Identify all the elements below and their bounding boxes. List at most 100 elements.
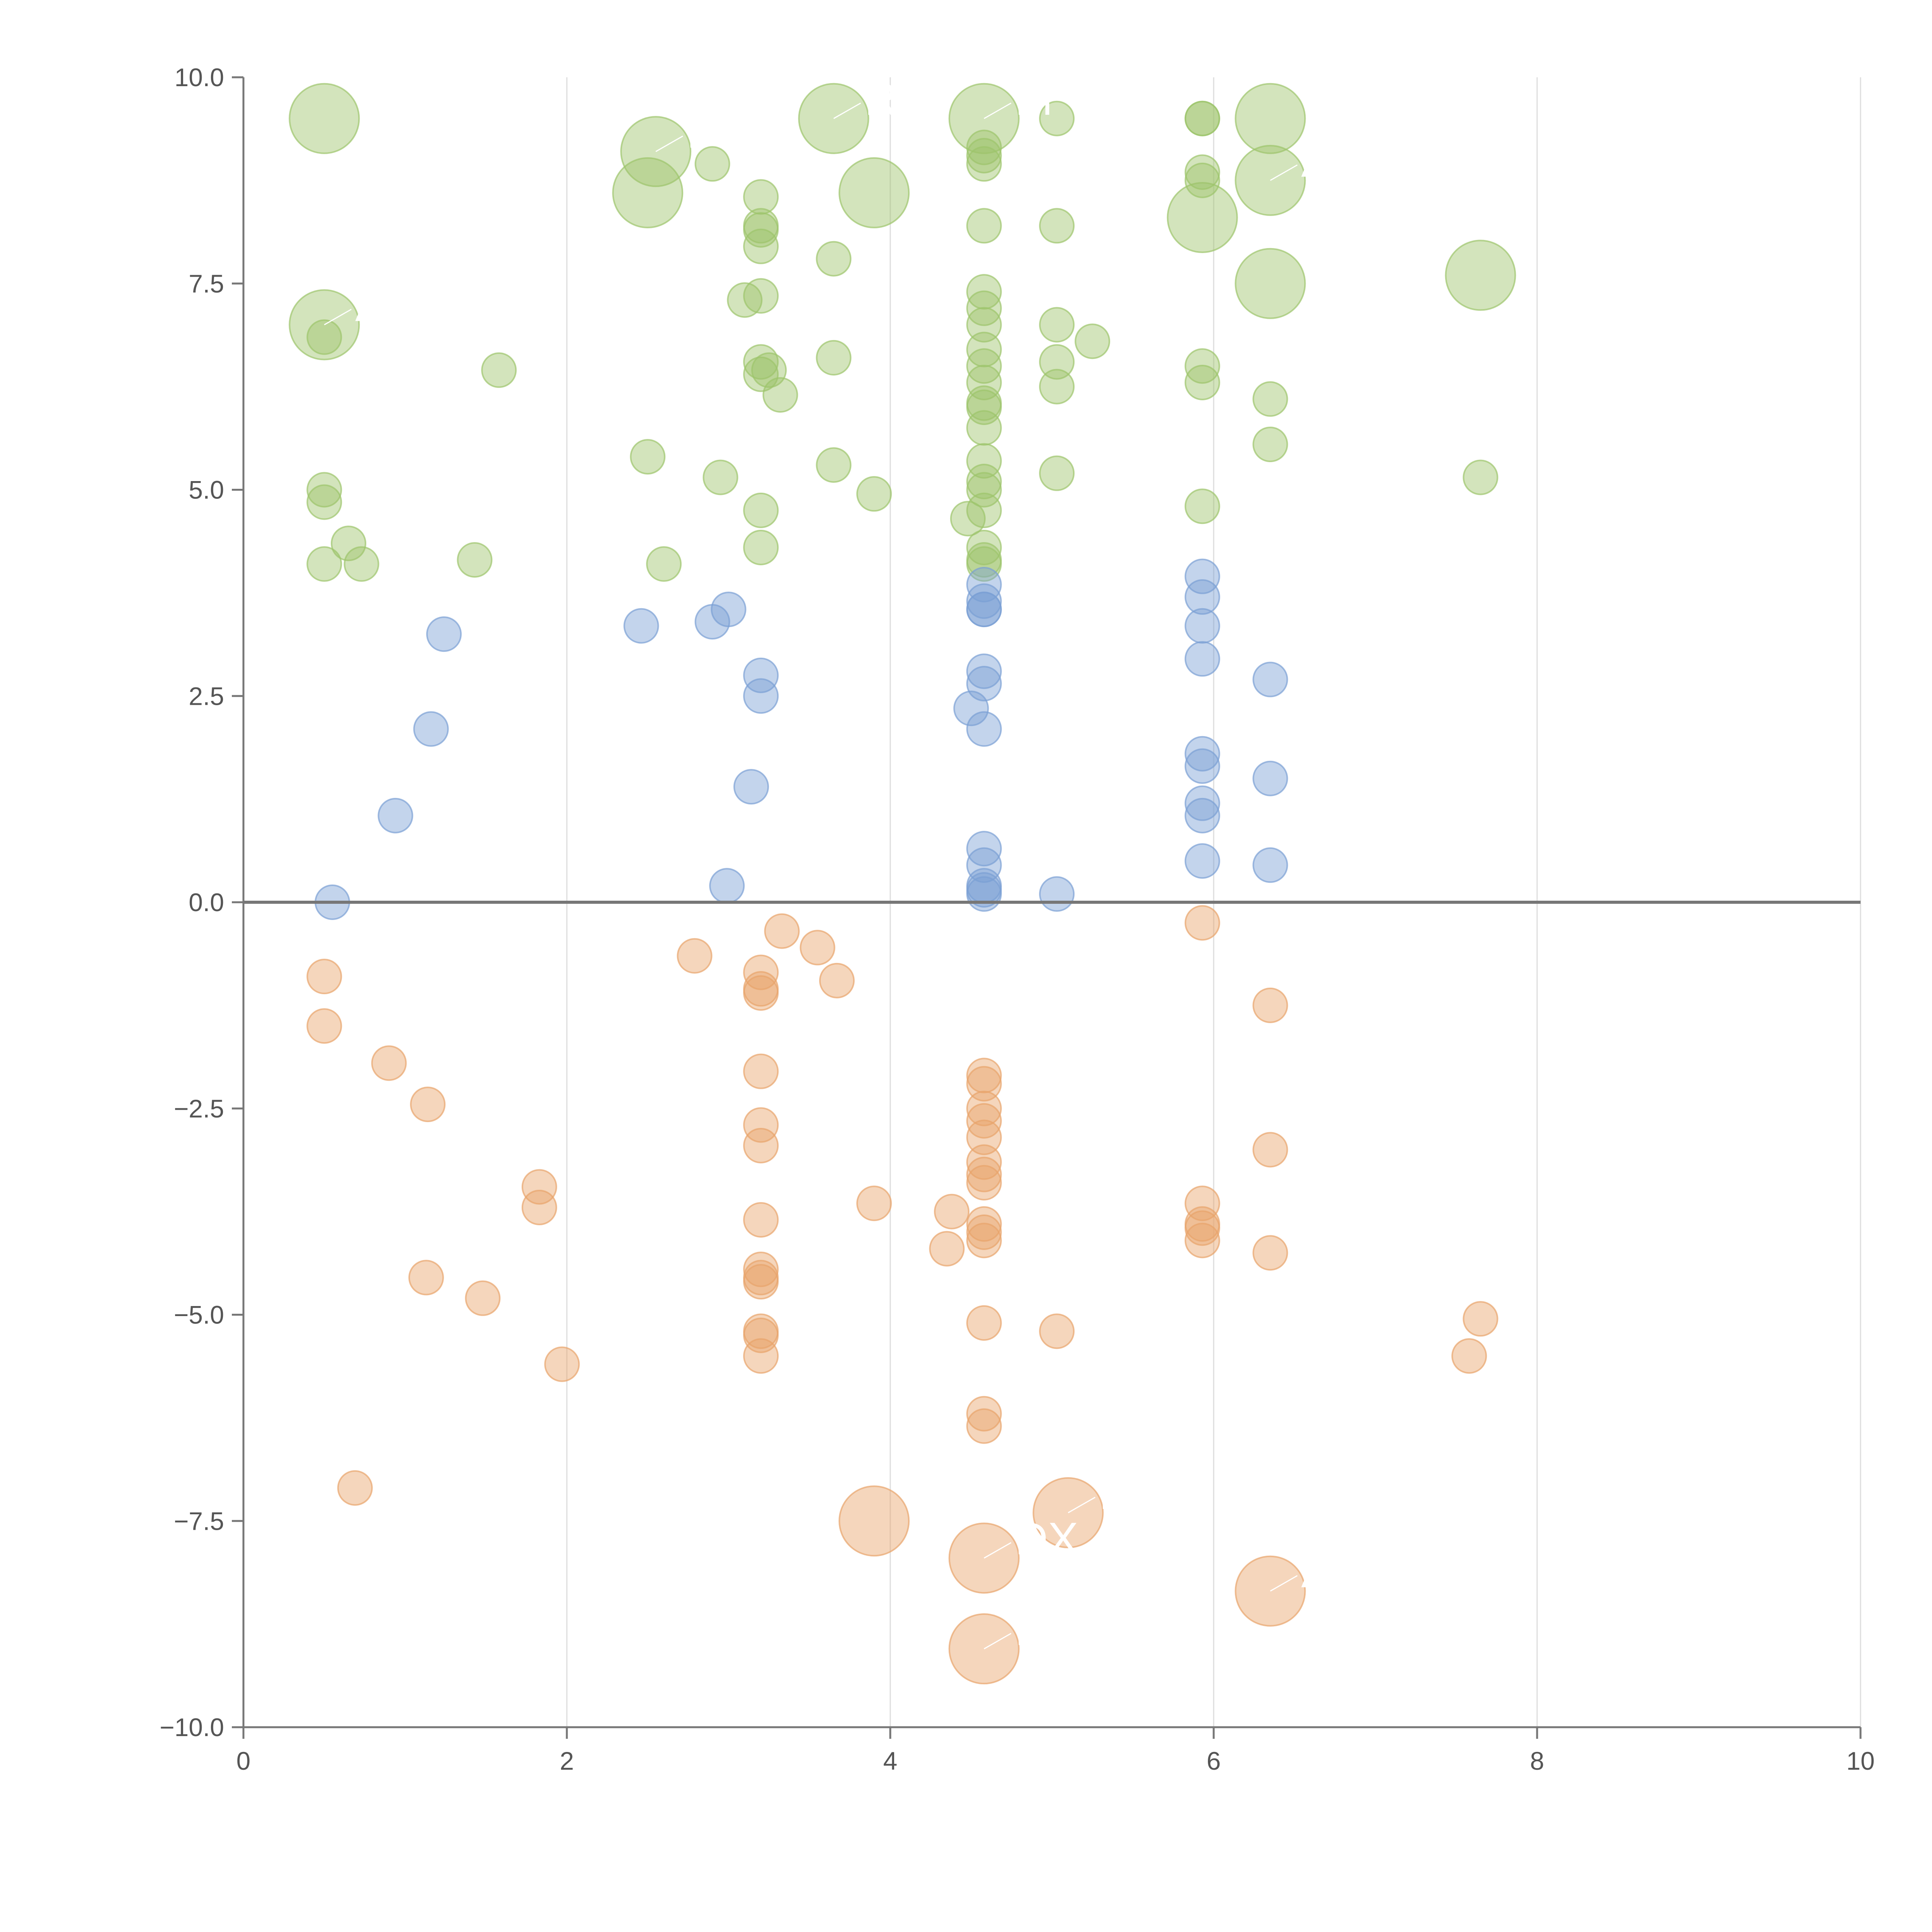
blue-data-point (1252, 847, 1288, 883)
annotation-leader-line (655, 135, 683, 152)
green-data-point (966, 146, 1002, 182)
green-data-point (612, 157, 684, 228)
orange-data-point (1039, 1313, 1075, 1349)
orange-data-point (521, 1169, 557, 1205)
blue-data-point (378, 798, 413, 833)
green-data-point (344, 546, 379, 582)
green-data-point (694, 146, 730, 182)
green-data-point (646, 546, 682, 582)
blue-data-point (953, 690, 989, 726)
annotation-leader-line (1270, 1575, 1298, 1592)
annotation-label: AX (355, 280, 416, 331)
green-data-point (306, 472, 342, 508)
green-data-point (1235, 248, 1306, 319)
orange-data-point (677, 938, 713, 974)
x-tick-label: 6 (1207, 1747, 1221, 1775)
annotation-leader-line (1270, 164, 1298, 181)
orange-data-point (337, 1470, 373, 1506)
x-tick-label: 4 (883, 1747, 898, 1775)
orange-data-point (743, 1252, 779, 1287)
orange-data-point (1184, 1210, 1220, 1246)
blue-data-point (623, 608, 659, 644)
blue-data-point (743, 678, 779, 714)
y-tick-label: 0.0 (189, 888, 224, 917)
green-data-point (306, 319, 342, 355)
y-tick-label: 10.0 (175, 63, 224, 92)
green-data-point (1252, 427, 1288, 463)
orange-data-point (1451, 1338, 1487, 1374)
green-data-point (1167, 182, 1238, 253)
orange-data-point (838, 1485, 910, 1557)
annotation-label: R (1015, 1604, 1048, 1655)
orange-data-point (1184, 905, 1220, 941)
orange-data-point (966, 1305, 1002, 1341)
orange-data-point (934, 1194, 970, 1230)
orange-data-point (743, 1338, 779, 1374)
orange-data-point (544, 1346, 580, 1382)
green-data-point (743, 492, 779, 528)
blue-data-point (1252, 662, 1288, 697)
blue-data-point (1184, 608, 1220, 644)
orange-data-point (1184, 1223, 1220, 1259)
x-tick-label: 0 (236, 1747, 251, 1775)
green-data-point (1039, 455, 1075, 491)
green-data-point (1184, 162, 1220, 198)
green-data-point (950, 501, 986, 537)
blue-data-point (966, 847, 1002, 883)
annotation-leader-line (833, 102, 861, 119)
data-points (289, 83, 1516, 1685)
orange-data-point (1252, 1132, 1288, 1168)
annotation-label: R (865, 74, 898, 125)
blue-data-point (733, 769, 769, 805)
blue-data-point (966, 583, 1002, 619)
green-data-point (1039, 307, 1075, 343)
green-data-point (856, 476, 892, 512)
annotation-label: DX (687, 107, 750, 158)
green-data-point (816, 340, 852, 376)
green-data-point (966, 208, 1002, 244)
orange-data-point (743, 1053, 779, 1089)
green-data-point (966, 472, 1002, 508)
blue-data-point (413, 711, 449, 747)
green-data-point (1075, 323, 1111, 359)
orange-data-point (1252, 987, 1288, 1023)
green-data-point (1463, 459, 1498, 495)
annotation-leader-line (1068, 1497, 1096, 1514)
blue-data-point (1039, 876, 1075, 912)
blue-data-point (1184, 843, 1220, 879)
blue-data-point (1184, 798, 1220, 833)
orange-data-point (799, 930, 835, 966)
orange-data-point (1463, 1301, 1498, 1337)
green-data-point (762, 377, 798, 413)
green-data-point (1235, 83, 1306, 154)
green-data-point (331, 526, 367, 561)
annotation-label: L (1099, 1468, 1124, 1519)
green-data-point (1184, 100, 1220, 136)
orange-data-point (966, 1144, 1002, 1180)
orange-data-point (929, 1231, 965, 1267)
green-data-point (1252, 381, 1288, 417)
orange-data-point (306, 1008, 342, 1044)
orange-data-point (521, 1189, 557, 1225)
y-tick-label: −10.0 (160, 1713, 224, 1742)
y-tick-label: −7.5 (174, 1507, 224, 1535)
annotation-leader-line (983, 1633, 1012, 1650)
green-data-point (816, 241, 852, 277)
blue-data-point (1252, 760, 1288, 796)
green-data-point (743, 278, 779, 314)
orange-data-point (966, 1223, 1002, 1259)
blue-data-point (711, 592, 747, 628)
orange-data-point (966, 1214, 1002, 1250)
blue-data-point (966, 653, 1002, 689)
green-data-point (743, 529, 779, 565)
blue-data-point (743, 657, 779, 693)
orange-data-point (966, 1058, 1002, 1094)
orange-data-point (966, 1165, 1002, 1201)
green-data-point (1039, 369, 1075, 405)
orange-data-point (966, 1408, 1002, 1444)
annotation-label: A (1301, 1546, 1332, 1597)
blue-data-point (426, 616, 462, 652)
green-data-point (702, 459, 738, 495)
blue-data-point (1184, 785, 1220, 821)
